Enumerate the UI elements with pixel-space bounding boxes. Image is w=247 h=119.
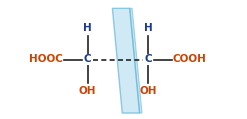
Text: HOOC: HOOC	[29, 55, 63, 64]
Text: H: H	[83, 23, 92, 33]
Text: H: H	[144, 23, 153, 33]
Text: COOH: COOH	[173, 55, 207, 64]
Text: OH: OH	[140, 86, 157, 96]
Text: C: C	[84, 55, 91, 64]
Text: C: C	[144, 55, 152, 64]
Text: OH: OH	[79, 86, 96, 96]
Polygon shape	[112, 8, 140, 113]
Polygon shape	[130, 8, 142, 113]
